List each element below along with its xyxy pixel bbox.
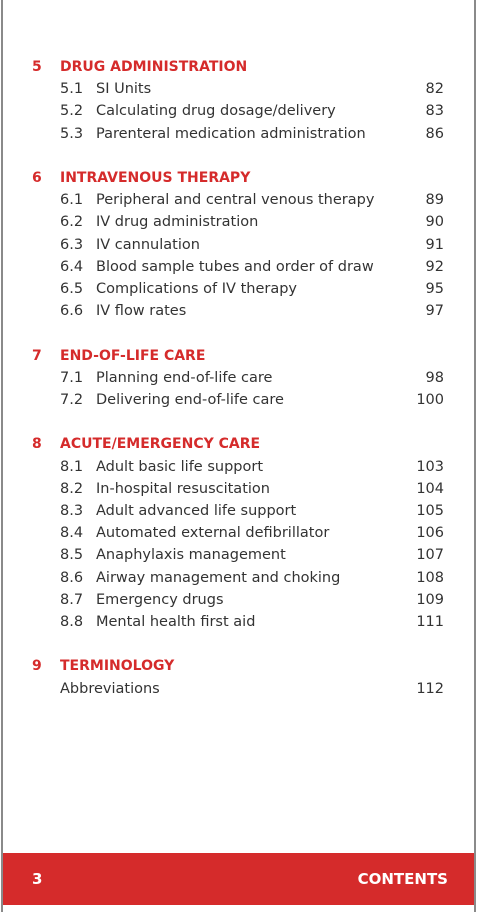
item-title: Parenteral medication administration [96, 125, 366, 142]
item-number: 6.2 [60, 214, 84, 231]
section-title: END-OF-LIFE CARE [60, 347, 206, 364]
section-title: DRUG ADMINISTRATION [60, 59, 248, 75]
item-number: 8.7 [60, 591, 84, 608]
item-number: 8.5 [60, 547, 84, 564]
section-number: 9 [32, 658, 42, 675]
section-number: 5 [32, 59, 42, 75]
item-title: Mental health first aid [96, 614, 256, 630]
item-number: 5.2 [60, 103, 84, 120]
item-title: Adult advanced life support [96, 503, 297, 519]
item-page: 112 [416, 680, 444, 697]
item-number: 6.1 [60, 192, 84, 209]
item-page: 91 [425, 236, 444, 253]
item-number: 8.3 [60, 503, 84, 519]
item-number: 6.4 [60, 258, 84, 275]
item-page: 83 [425, 103, 444, 120]
item-page: 82 [425, 81, 444, 98]
item-number: 8.8 [60, 614, 84, 630]
item-page: 86 [425, 125, 444, 142]
item-title: Blood sample tubes and order of draw [96, 258, 374, 275]
item-number: 8.4 [60, 525, 84, 542]
item-number: 5.1 [60, 81, 84, 98]
item-title: Airway management and choking [96, 569, 341, 586]
item-number: 5.3 [60, 125, 84, 142]
item-page: 106 [416, 525, 444, 542]
item-number: 6.6 [60, 303, 84, 320]
item-title: Emergency drugs [96, 591, 224, 608]
item-title: In-hospital resuscitation [96, 480, 270, 497]
section-number: 8 [32, 436, 42, 453]
section-number: 6 [32, 170, 42, 186]
item-title: IV cannulation [96, 236, 200, 253]
item-number: 8.1 [60, 458, 84, 475]
page-border [474, 0, 476, 912]
item-page: 105 [416, 503, 444, 519]
item-page: 108 [416, 569, 444, 586]
item-title: Automated external defibrillator [96, 525, 330, 542]
section-title: INTRAVENOUS THERAPY [60, 170, 251, 186]
item-page: 107 [416, 547, 444, 564]
item-page: 104 [416, 480, 444, 497]
item-title: Abbreviations [60, 680, 160, 697]
item-title: Complications of IV therapy [96, 281, 297, 297]
page-number: 3 [32, 870, 43, 888]
footer-title: CONTENTS [357, 870, 448, 888]
item-title: IV drug administration [96, 214, 259, 231]
section-number: 7 [32, 347, 42, 364]
item-title: Calculating drug dosage/delivery [96, 103, 336, 120]
item-title: Delivering end-of-life care [96, 392, 284, 408]
item-number: 6.5 [60, 281, 84, 297]
item-page: 111 [416, 614, 444, 630]
item-title: IV flow rates [96, 303, 187, 320]
item-title: SI Units [96, 81, 152, 98]
item-page: 98 [425, 369, 444, 386]
page-border [1, 0, 3, 912]
item-page: 92 [425, 258, 444, 275]
item-page: 89 [425, 192, 444, 209]
item-page: 103 [416, 458, 444, 475]
item-title: Planning end-of-life care [96, 369, 273, 386]
item-title: Anaphylaxis management [96, 547, 286, 564]
footer: 3 CONTENTS [3, 853, 474, 905]
item-title: Peripheral and central venous therapy [96, 192, 375, 209]
item-page: 97 [425, 303, 444, 320]
item-number: 6.3 [60, 236, 84, 253]
item-page: 90 [425, 214, 444, 231]
item-page: 109 [416, 591, 444, 608]
section-title: ACUTE/EMERGENCY CARE [60, 436, 261, 453]
item-title: Adult basic life support [96, 458, 263, 475]
item-page: 95 [425, 281, 444, 297]
item-page: 100 [416, 392, 444, 408]
item-number: 8.6 [60, 569, 84, 586]
item-number: 7.1 [60, 369, 84, 386]
item-number: 8.2 [60, 480, 84, 497]
section-title: TERMINOLOGY [60, 658, 175, 675]
item-number: 7.2 [60, 392, 84, 408]
